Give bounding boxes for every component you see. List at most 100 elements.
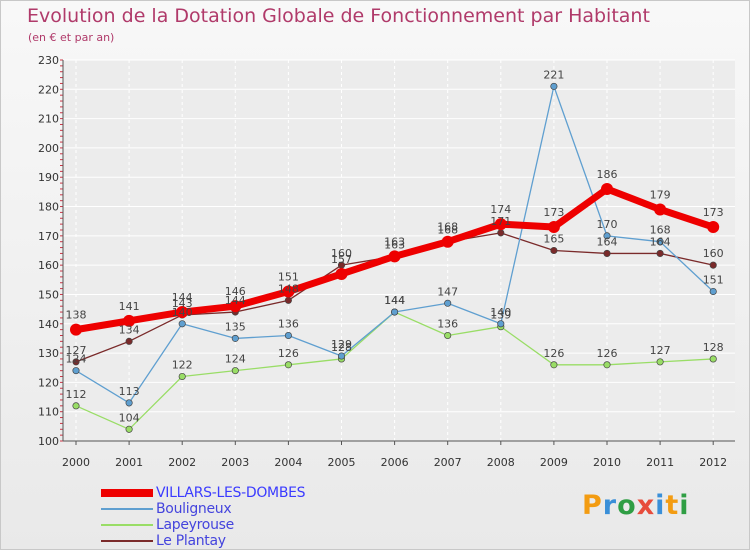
data-point — [656, 238, 664, 246]
legend-swatch — [101, 508, 153, 510]
data-label: 151 — [703, 274, 724, 287]
data-label: 174 — [490, 203, 511, 216]
x-tick-label: 2006 — [381, 456, 409, 469]
logo-letter: P — [582, 490, 603, 521]
legend-item: Bouligneux — [101, 501, 305, 517]
data-point — [707, 221, 720, 234]
data-label: 221 — [543, 68, 564, 81]
data-point — [441, 235, 454, 248]
data-point — [284, 361, 292, 369]
x-tick-label: 2003 — [221, 456, 249, 469]
x-tick-label: 2005 — [328, 456, 356, 469]
data-point — [337, 352, 346, 360]
legend-swatch — [101, 524, 153, 526]
data-point — [603, 249, 611, 257]
legend-item: VILLARS-LES-DOMBES — [101, 485, 306, 501]
data-point — [231, 334, 239, 342]
data-point — [72, 367, 80, 375]
data-point — [709, 287, 717, 296]
logo-letter: i — [655, 490, 666, 521]
x-tick-label: 2010 — [593, 456, 621, 469]
data-point — [125, 399, 133, 407]
data-label: 140 — [490, 306, 511, 319]
legend-label: Le Plantay — [156, 533, 226, 549]
data-label: 186 — [597, 168, 618, 181]
data-point — [497, 320, 505, 328]
data-point — [123, 314, 136, 327]
y-tick-label: 140 — [38, 318, 59, 331]
data-point — [656, 249, 664, 257]
data-point — [125, 337, 133, 345]
x-tick-label: 2012 — [699, 456, 727, 469]
data-point — [72, 402, 80, 410]
logo-letter: r — [602, 490, 618, 521]
data-label: 171 — [490, 215, 511, 228]
data-point — [282, 285, 295, 298]
data-label: 160 — [331, 247, 352, 260]
data-point — [284, 331, 292, 340]
y-tick-label: 190 — [38, 171, 59, 184]
data-point — [229, 300, 242, 313]
legend-swatch — [101, 489, 153, 497]
data-point — [603, 232, 611, 240]
logo-letter: t — [665, 490, 680, 521]
data-point — [709, 261, 717, 269]
data-point — [284, 296, 292, 304]
x-tick-label: 2009 — [540, 456, 568, 469]
data-label: 151 — [278, 271, 299, 284]
data-label: 164 — [650, 235, 671, 248]
logo-letter: x — [636, 490, 656, 521]
y-tick-label: 110 — [38, 406, 59, 419]
data-label: 140 — [172, 306, 193, 319]
data-point — [494, 218, 507, 231]
data-label: 170 — [597, 218, 618, 231]
chart-legend: VILLARS-LES-DOMBES Bouligneux Lapeyrouse Le… — [101, 485, 306, 549]
data-label: 168 — [437, 224, 458, 237]
data-label: 173 — [543, 206, 564, 219]
y-tick-label: 230 — [38, 54, 59, 67]
y-tick-label: 200 — [38, 142, 59, 155]
logo-letter: i — [679, 490, 690, 521]
y-tick-label: 120 — [38, 376, 59, 389]
data-point — [335, 267, 348, 280]
legend-item: Lapeyrouse — [101, 517, 305, 533]
data-label: 128 — [331, 341, 352, 354]
data-label: 168 — [437, 221, 458, 234]
data-point — [125, 425, 133, 433]
data-point — [176, 306, 189, 319]
data-point — [601, 182, 613, 195]
data-label: 157 — [331, 253, 352, 266]
data-label: 141 — [119, 300, 140, 313]
x-tick-label: 2011 — [646, 456, 674, 469]
data-label: 163 — [384, 238, 405, 251]
data-point — [550, 82, 558, 90]
data-label: 147 — [437, 285, 458, 298]
data-label: 139 — [490, 309, 511, 322]
data-point — [709, 355, 717, 363]
data-point — [231, 367, 239, 375]
x-tick-label: 2001 — [115, 456, 143, 469]
data-label: 129 — [331, 338, 352, 351]
data-label: 144 — [225, 294, 246, 307]
data-point — [550, 246, 558, 255]
y-tick-label: 170 — [38, 230, 59, 243]
legend-label: Bouligneux — [156, 501, 232, 517]
data-label: 134 — [119, 323, 140, 336]
data-point — [178, 372, 186, 381]
data-label: 124 — [66, 353, 87, 366]
data-label: 168 — [650, 224, 671, 237]
data-point — [603, 361, 611, 369]
data-label: 136 — [437, 317, 458, 330]
data-label: 163 — [384, 235, 405, 248]
data-point — [497, 229, 505, 237]
y-tick-label: 130 — [38, 347, 59, 360]
data-label: 126 — [543, 347, 564, 360]
y-tick-label: 210 — [38, 113, 59, 126]
data-label: 127 — [66, 344, 87, 357]
data-point — [388, 250, 401, 263]
data-point — [444, 299, 452, 307]
legend-swatch — [101, 540, 153, 542]
data-label: 160 — [703, 247, 724, 260]
chart-subtitle: (en € et par an) — [28, 31, 115, 44]
